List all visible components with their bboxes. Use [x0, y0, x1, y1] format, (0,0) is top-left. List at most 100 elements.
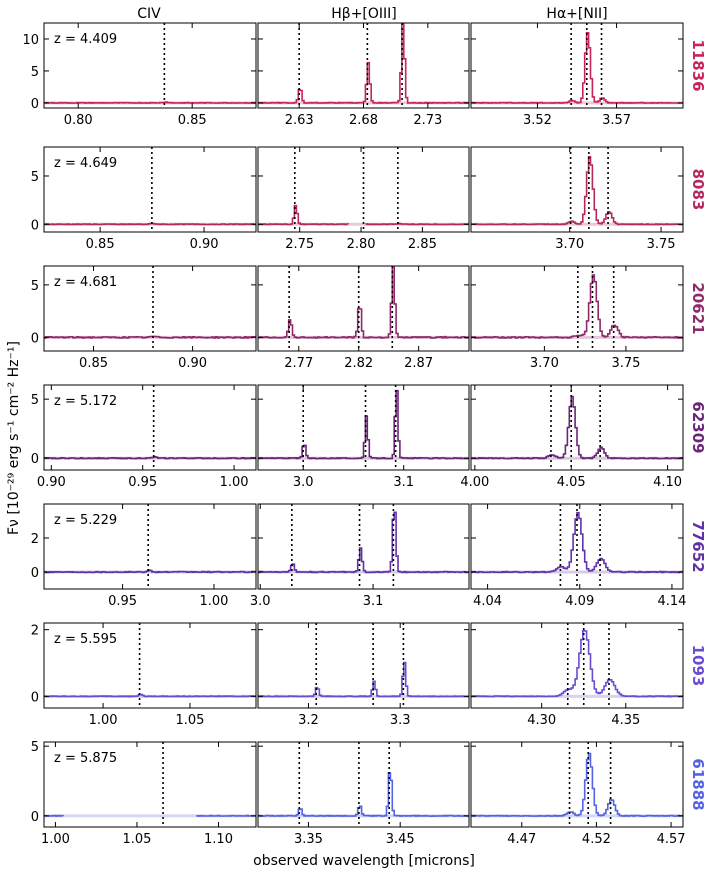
object-id-label: 8083	[689, 169, 707, 211]
x-axis-label: observed wavelength [microns]	[253, 853, 475, 869]
panel-8083-0: 0.85 0.90 0 5 z = 4.649	[31, 146, 257, 252]
x-tick-label: 2.77	[284, 356, 313, 371]
object-id-label: 1093	[689, 645, 707, 687]
spectrum-line	[44, 455, 256, 460]
y-tick-label: 0	[31, 218, 39, 233]
x-tick-label: 3.52	[523, 113, 552, 128]
x-tick-label: 3.1	[393, 475, 414, 490]
spectrum-line	[258, 389, 469, 460]
spectrum-line	[258, 772, 469, 817]
redshift-label: z = 5.172	[54, 394, 117, 409]
x-tick-label: 4.57	[657, 832, 686, 847]
spectrum-row-20621: 0.85 0.90 0 5 z = 4.681 2.77 2.82 2.87 3.70 3.75 2…	[31, 265, 707, 371]
panel-20621-2: 3.70 3.75	[470, 265, 684, 371]
panel-frame	[470, 503, 684, 590]
y-tick-label: 0	[31, 331, 39, 346]
spectrum-row-1093: 1.00 1.05 0 2 z = 5.595 3.2 3.3 4.30 4.35 1093	[31, 622, 707, 728]
x-tick-label: 1.00	[199, 594, 228, 609]
x-tick-label: 0.90	[178, 356, 207, 371]
x-tick-label: 1.05	[122, 832, 151, 847]
spectrum-row-62309: 0.90 0.95 1.00 0 5 z = 5.172 3.0 3.1 4.00 4.05 4.1…	[31, 384, 707, 490]
panel-77652-0: 0.95 1.00 0 2 z = 5.229	[31, 503, 257, 609]
y-tick-label: 5	[31, 393, 39, 408]
spectrum-line	[471, 511, 683, 574]
x-tick-label: 1.10	[204, 832, 233, 847]
x-tick-label: 2.85	[408, 237, 437, 252]
panel-77652-1: 3.0 3.1	[250, 503, 470, 609]
x-tick-label: 4.04	[473, 594, 502, 609]
x-tick-label: 3.3	[390, 713, 411, 728]
x-tick-label: 2.63	[285, 113, 314, 128]
spectrum-line	[471, 31, 683, 104]
redshift-label: z = 5.229	[54, 513, 117, 528]
x-tick-label: 4.35	[611, 713, 640, 728]
object-id-label: 62309	[689, 401, 707, 453]
panel-11836-1: 2.63 2.68 2.73	[257, 22, 470, 128]
column-titles: CIV Hβ+[OIII] Hα+[NII]	[137, 6, 607, 22]
panel-frame	[257, 622, 470, 709]
y-tick-label: 5	[31, 279, 39, 294]
x-tick-label: 3.1	[363, 594, 384, 609]
spectrum-line	[258, 23, 469, 104]
redshift-label: z = 4.681	[54, 275, 117, 290]
object-id-label: 20621	[689, 282, 707, 334]
spectrum-line	[44, 335, 256, 339]
panel-frame	[470, 265, 684, 352]
column-title-hbeta-oiii: Hβ+[OIII]	[331, 6, 397, 22]
panel-frame	[257, 22, 470, 109]
y-tick-label: 5	[31, 170, 39, 185]
object-id-label: 61888	[689, 758, 707, 810]
x-tick-label: 0.95	[128, 475, 157, 490]
x-tick-label: 3.75	[647, 237, 676, 252]
panel-frame	[470, 22, 684, 109]
x-tick-label: 0.80	[64, 113, 93, 128]
column-title-civ: CIV	[137, 6, 161, 22]
panel-20621-1: 2.77 2.82 2.87	[257, 265, 470, 371]
panel-11836-0: 0.80 0.85 0 5 10 z = 4.409	[22, 22, 257, 128]
panel-frame	[257, 741, 470, 828]
panel-20621-0: 0.85 0.90 0 5 z = 4.681	[31, 265, 257, 371]
y-tick-label: 0	[31, 97, 39, 112]
spectrum-line	[44, 693, 256, 698]
panel-62309-2: 4.00 4.05 4.10	[460, 384, 684, 490]
panel-11836-2: 3.52 3.57	[470, 22, 684, 128]
x-tick-label: 3.70	[530, 356, 559, 371]
x-tick-label: 0.90	[190, 237, 219, 252]
x-tick-label: 1.00	[89, 713, 118, 728]
panel-frame	[470, 622, 684, 709]
spectrum-line	[258, 266, 469, 339]
x-tick-label: 2.82	[344, 356, 373, 371]
x-tick-label: 4.47	[507, 832, 536, 847]
x-tick-label: 1.00	[41, 832, 70, 847]
y-tick-label: 2	[31, 532, 39, 547]
x-tick-label: 2.73	[413, 113, 442, 128]
x-tick-label: 3.70	[555, 237, 584, 252]
y-tick-label: 0	[31, 690, 39, 705]
spectrum-row-8083: 0.85 0.90 0 5 z = 4.649 2.75 2.80 2.85 3.70 3.75 8…	[31, 146, 707, 252]
y-tick-label: 5	[31, 65, 39, 80]
y-axis-label: Fν [10⁻²⁹ erg s⁻¹ cm⁻² Hz⁻¹]	[6, 341, 22, 535]
panel-frame	[43, 146, 257, 233]
panel-77652-2: 4.04 4.09 4.14	[470, 503, 686, 609]
x-tick-label: 0.85	[86, 237, 115, 252]
x-tick-label: 4.09	[565, 594, 594, 609]
y-tick-label: 0	[31, 452, 39, 467]
redshift-label: z = 4.409	[54, 32, 117, 47]
panel-frame	[43, 503, 257, 590]
spectrum-line	[44, 222, 256, 226]
x-tick-label: 3.45	[386, 832, 415, 847]
spectrum-line	[471, 156, 683, 226]
x-tick-label: 3.35	[294, 832, 323, 847]
panel-8083-1: 2.75 2.80 2.85	[257, 146, 470, 252]
y-tick-label: 5	[31, 740, 39, 755]
panel-frame	[470, 146, 684, 233]
x-tick-label: 3.0	[293, 475, 314, 490]
x-tick-label: 3.2	[298, 713, 319, 728]
panel-61888-1: 3.35 3.45	[257, 741, 470, 847]
panel-1093-2: 4.30 4.35	[470, 622, 684, 728]
panel-frame	[470, 741, 684, 828]
panel-frame	[257, 265, 470, 352]
x-tick-label: 2.80	[347, 237, 376, 252]
